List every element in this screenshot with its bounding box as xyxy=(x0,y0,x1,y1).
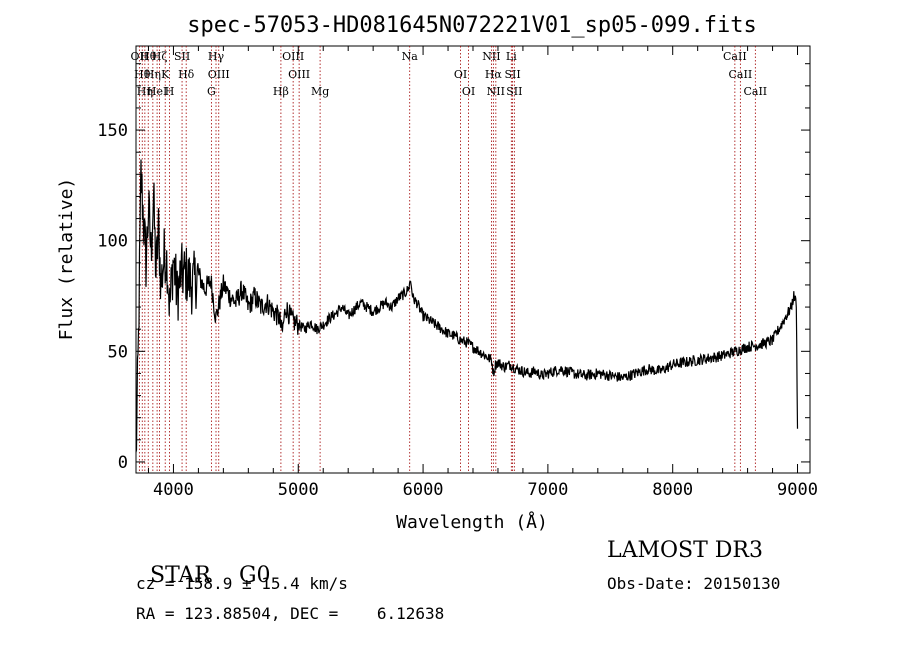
x-tick-label: 6000 xyxy=(403,480,444,500)
plot-frame xyxy=(135,45,811,474)
x-axis: 4000 5000 6000 7000 8000 9000 xyxy=(147,46,818,500)
line-label: OI xyxy=(454,68,467,81)
x-tick-label: 5000 xyxy=(278,480,319,500)
line-label: OIII xyxy=(208,68,230,81)
line-label: CaII xyxy=(743,85,767,98)
line-label: Hγ xyxy=(208,50,225,63)
line-label: OIII xyxy=(288,68,310,81)
line-label: SII xyxy=(506,85,522,98)
x-tick-label: 8000 xyxy=(652,480,693,500)
line-label: Hη xyxy=(137,85,153,98)
line-label: OII xyxy=(131,50,149,63)
coordinates-text: RA = 123.88504, DEC = 6.12638 xyxy=(136,604,445,623)
survey-label: LAMOST DR3 xyxy=(607,538,763,563)
x-tick-label: 7000 xyxy=(527,480,568,500)
spectral-line-markers xyxy=(138,46,756,473)
line-label: G xyxy=(207,85,216,98)
y-tick-label: 0 xyxy=(118,453,128,473)
line-label: Hζ xyxy=(152,50,168,63)
class-label: STAR xyxy=(150,563,211,588)
line-label: Hβ xyxy=(273,85,289,98)
subclass-label: G0 xyxy=(238,563,271,588)
line-label: NII xyxy=(482,50,500,63)
line-label: Li xyxy=(506,50,517,63)
line-label: Hθ xyxy=(134,68,151,81)
x-tick-label: 9000 xyxy=(777,480,818,500)
line-label: K xyxy=(161,68,170,81)
spectrum-line xyxy=(135,159,799,453)
line-label: Mg xyxy=(311,85,329,98)
x-axis-label: Wavelength (Å) xyxy=(396,511,548,533)
y-tick-label: 100 xyxy=(97,232,128,252)
line-label: HeI xyxy=(147,85,167,98)
line-label: Hα xyxy=(485,68,503,81)
y-axis: 0 50 100 150 xyxy=(97,63,810,473)
line-label: SII xyxy=(174,50,190,63)
line-label: OIII xyxy=(282,50,304,63)
y-tick-label: 50 xyxy=(108,342,128,362)
line-label: Hθ xyxy=(140,50,157,63)
line-label: Na xyxy=(402,50,419,63)
line-label: OI xyxy=(462,85,475,98)
line-label: H xyxy=(165,85,175,98)
object-class: STAR G0 xyxy=(136,538,271,588)
line-label: NII xyxy=(487,85,505,98)
line-label: SII xyxy=(504,68,520,81)
x-tick-label: 4000 xyxy=(153,480,194,500)
y-axis-label: Flux (relative) xyxy=(56,178,77,341)
obs-date-text: Obs-Date: 20150130 xyxy=(607,574,781,593)
line-label: Hδ xyxy=(178,68,195,81)
redshift-text: cz = 158.9 ± 15.4 km/s xyxy=(136,574,348,593)
line-label: CaII xyxy=(729,68,753,81)
line-label: Hη xyxy=(145,68,161,81)
y-tick-label: 150 xyxy=(97,121,128,141)
chart-title: spec-57053-HD081645N072221V01_sp05-099.f… xyxy=(187,13,757,38)
line-label: CaII xyxy=(723,50,747,63)
spectral-line-labels: OIIHθHηHθHηHeIHζKHSIIHδGHγOIIIHβOIIIOIII… xyxy=(131,50,768,98)
